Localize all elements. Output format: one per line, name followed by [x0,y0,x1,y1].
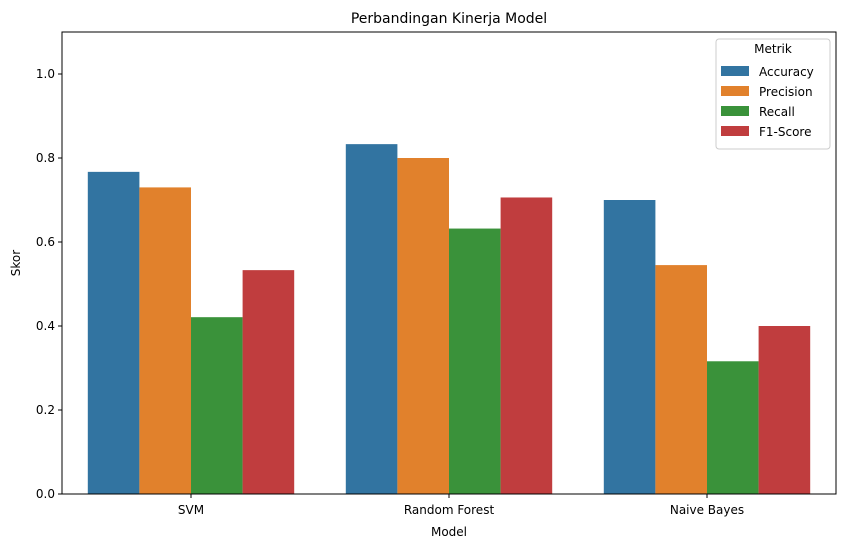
bar-accuracy-svm [87,171,140,495]
legend-swatch [721,126,749,136]
y-tick-label: 0.6 [36,235,55,249]
y-axis-ticks: 0.0 0.2 0.4 0.6 0.8 1.0 [36,67,62,501]
y-tick-label: 0.0 [36,487,55,501]
chart-title: Perbandingan Kinerja Model [351,11,547,27]
legend-swatch [721,66,749,76]
plot-frame [61,31,837,495]
legend-title: Metrik [754,42,792,56]
bar-precision-svm [139,187,191,494]
legend-swatch [721,86,749,96]
legend-label: Recall [759,105,795,119]
bar-f1-score-svm [242,270,295,494]
y-tick-label: 0.4 [36,319,55,333]
legend-label: Precision [759,85,813,99]
y-tick-label: 0.2 [36,403,55,417]
bar-accuracy-random-forest [345,144,398,494]
bar-f1-score-naive-bayes [758,326,811,494]
legend: Metrik Accuracy Precision Recall F1-Score [715,38,831,150]
y-tick-label: 1.0 [36,67,55,81]
bar-accuracy-naive-bayes [603,200,656,494]
legend-label: F1-Score [759,125,811,139]
x-axis-label: Model [431,525,467,539]
y-tick-label: 0.8 [36,151,55,165]
y-axis-label: Skor [9,250,23,276]
bars-group [87,144,811,495]
x-tick-label: Random Forest [404,503,495,517]
x-axis-ticks: SVM Random Forest Naive Bayes [178,494,744,517]
x-tick-label: SVM [178,503,204,517]
bar-precision-random-forest [397,158,449,494]
x-tick-label: Naive Bayes [670,503,744,517]
bar-recall-random-forest [449,228,501,494]
legend-label: Accuracy [759,65,814,79]
bar-precision-naive-bayes [655,265,707,494]
bar-f1-score-random-forest [500,197,553,495]
legend-swatch [721,106,749,116]
bar-recall-svm [191,317,243,494]
bar-recall-naive-bayes [707,361,759,494]
